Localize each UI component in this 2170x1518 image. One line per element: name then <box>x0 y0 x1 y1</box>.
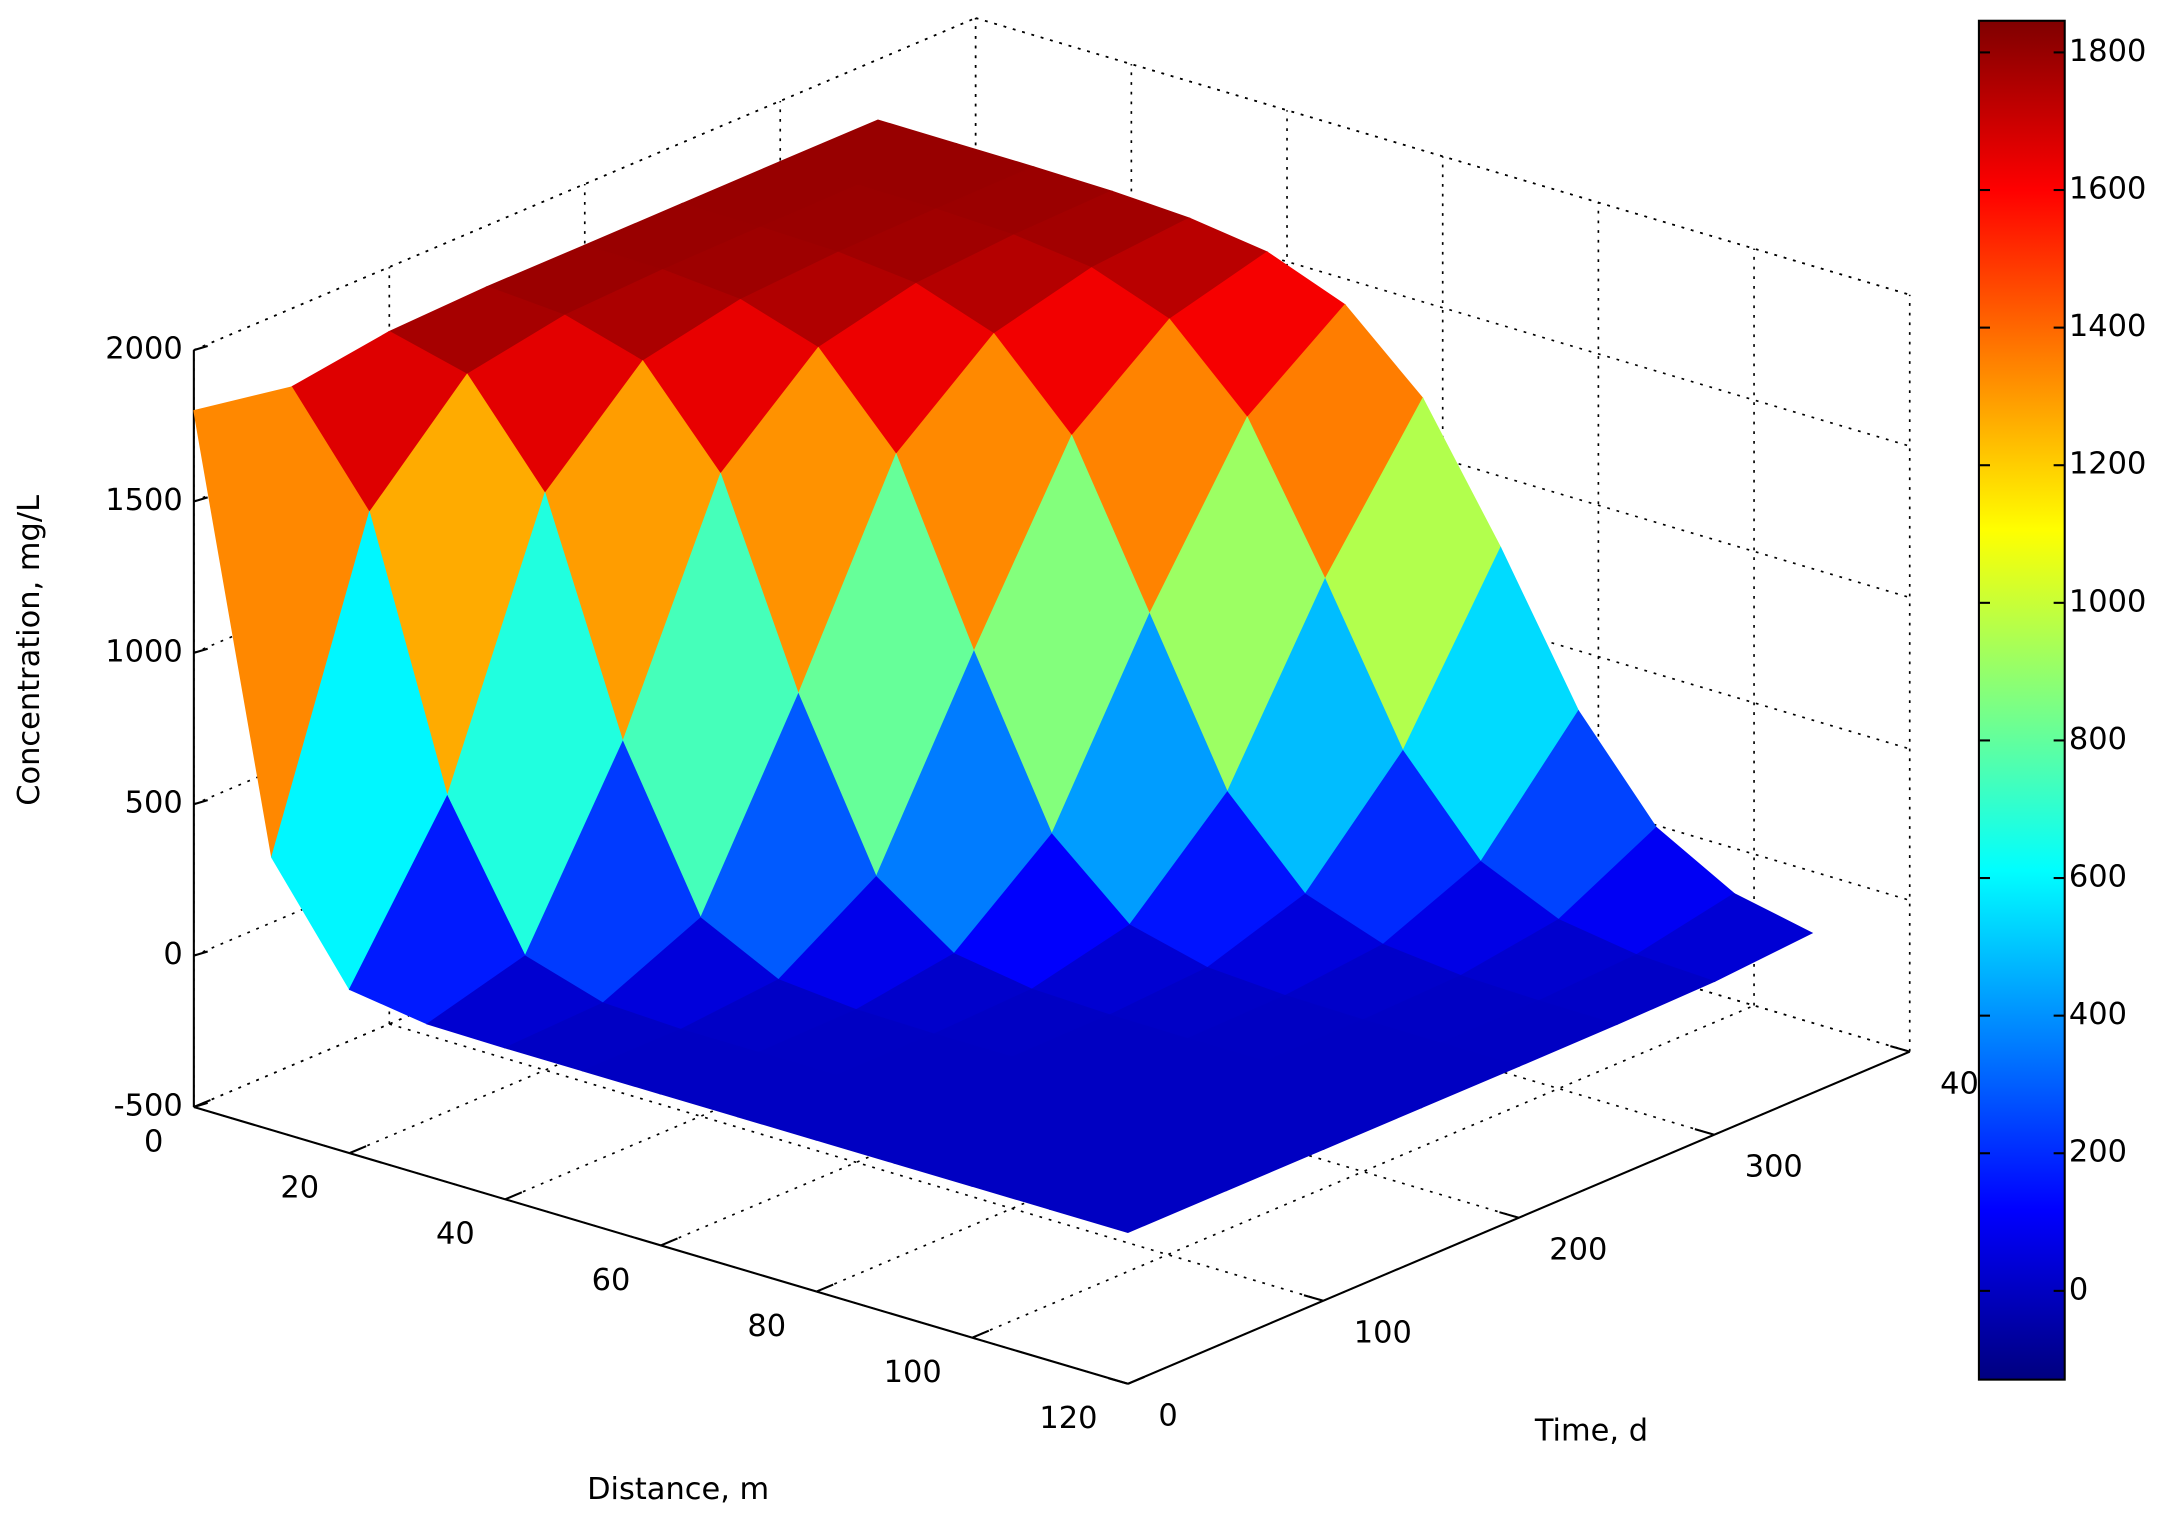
colorbar-tick-label: 1400 <box>2069 309 2146 344</box>
z-tick <box>193 344 208 352</box>
z-tick <box>193 496 208 503</box>
colorbar-tick-label: 600 <box>2069 860 2127 895</box>
x-tick <box>971 1329 990 1339</box>
x-tick <box>660 1237 678 1247</box>
x-tick <box>1127 1375 1145 1385</box>
z-tick <box>193 799 208 806</box>
z-tick-label: 1000 <box>105 634 182 669</box>
y-tick-label: 200 <box>1549 1232 1607 1267</box>
y-tick <box>1303 1294 1324 1302</box>
z-tick <box>193 647 208 654</box>
y-tick <box>1890 1045 1911 1053</box>
y-tick-label: 0 <box>1158 1398 1177 1433</box>
z-tick-label: 2000 <box>105 332 182 367</box>
surface-cell <box>1048 1167 1228 1233</box>
x-tick <box>816 1283 834 1293</box>
x-tick-label: 0 <box>144 1124 163 1159</box>
y-tick <box>1499 1211 1520 1219</box>
x-tick-label: 60 <box>592 1263 631 1298</box>
y-tick-label: 300 <box>1745 1149 1803 1184</box>
z-axis-label: Concentration, mg/L <box>12 495 47 806</box>
x-tick <box>193 1099 211 1108</box>
z-tick <box>193 950 208 957</box>
y-axis-label: Time, d <box>1534 1414 1648 1449</box>
z-tick-label: -500 <box>114 1089 183 1124</box>
x-tick-label: 40 <box>436 1217 475 1252</box>
colorbar-tick-label: 1600 <box>2069 172 2146 207</box>
x-tick-label: 80 <box>747 1309 786 1344</box>
colorbar: 0 200 400 600 800 1000 1200 1400 1600 1800 <box>1977 19 2146 1381</box>
colorbar-tick-label: 400 <box>2069 997 2127 1032</box>
x-tick <box>349 1145 367 1155</box>
y-tick <box>1108 1377 1129 1385</box>
colorbar-tick-label: 200 <box>2069 1135 2127 1170</box>
x-tick-label: 120 <box>1039 1401 1097 1436</box>
surface <box>193 119 1814 1233</box>
z-tick-label: 1500 <box>105 483 182 518</box>
z-tick-label: 500 <box>125 786 183 821</box>
colorbar-tick-label: 1200 <box>2069 447 2146 482</box>
colorbar-tick-label: 1000 <box>2069 584 2146 619</box>
colorbar-bar <box>1977 19 2066 1381</box>
colorbar-tick-label: 0 <box>2069 1272 2088 1307</box>
box-edge <box>193 17 977 351</box>
grid-line <box>971 1004 1755 1339</box>
z-tick-label: 0 <box>163 937 182 972</box>
y-tick <box>1694 1128 1715 1136</box>
x-tick-label: 20 <box>280 1171 319 1206</box>
colorbar-tick-label: 800 <box>2069 722 2127 757</box>
x-axis-label: Distance, m <box>587 1472 769 1507</box>
colorbar-tick-label: 1800 <box>2069 34 2146 69</box>
y-tick-label: 100 <box>1354 1315 1412 1350</box>
x-tick-label: 100 <box>884 1355 942 1390</box>
x-tick <box>504 1191 523 1201</box>
